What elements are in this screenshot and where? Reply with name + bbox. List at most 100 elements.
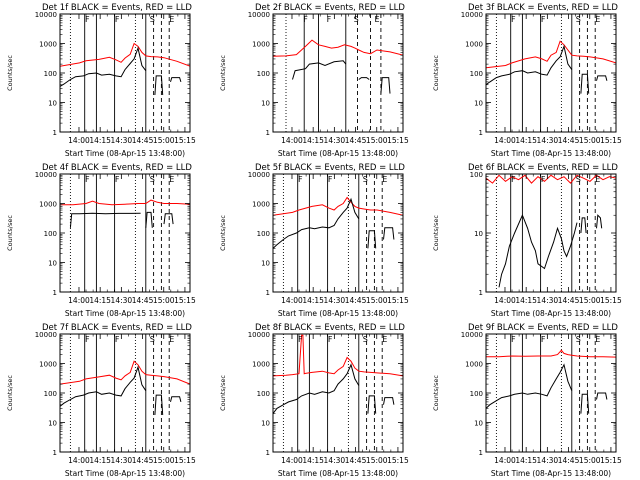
interval-letter: F (541, 335, 546, 344)
plot-frame (59, 173, 191, 293)
y-tick-label: 1000 (252, 41, 270, 49)
x-tick-label: 14:15 (302, 296, 324, 305)
event-rate-line (596, 214, 603, 229)
plot-frame (59, 13, 191, 133)
y-tick-label: 1000 (39, 41, 57, 49)
x-tick-label: 14:45 (345, 136, 367, 145)
event-rate-line (273, 197, 360, 249)
y-axis-label: Counts/sec (432, 375, 440, 411)
x-axis-label: Start Time (08-Apr-15 13:48:00) (278, 469, 398, 478)
detector-panel: Det 3f BLACK = Events, RED = LLD Counts/s… (432, 3, 622, 158)
x-tick-label: 14:30 (111, 296, 133, 305)
interval-letter: E (595, 335, 600, 344)
event-rate-line (163, 213, 174, 225)
event-rate-line (580, 73, 590, 94)
lld-rate-line (486, 40, 616, 69)
panel-title: Det 5f BLACK = Events, RED = LLD (255, 163, 405, 173)
x-tick-label: 15:00 (366, 136, 388, 145)
x-tick-label: 14:15 (302, 456, 324, 465)
y-axis-label: Counts/sec (6, 375, 14, 411)
interval-letter: E (374, 15, 379, 24)
y-tick-label: 1 (479, 449, 483, 457)
y-axis-label: Counts/sec (6, 55, 14, 91)
event-rate-line (292, 60, 347, 80)
y-tick-label: 10 (261, 100, 270, 108)
panel-title: Det 1f BLACK = Events, RED = LLD (42, 3, 192, 13)
x-tick-label: 14:45 (558, 296, 580, 305)
y-tick-label: 1 (479, 129, 483, 137)
y-tick-label: 1 (479, 289, 483, 297)
interval-letter: F (298, 175, 303, 184)
y-tick-label: 1 (53, 129, 57, 137)
x-tick-label: 14:30 (324, 296, 346, 305)
y-tick-label: 1000 (39, 201, 57, 209)
y-tick-label: 10000 (248, 331, 270, 339)
x-tick-label: 14:15 (89, 296, 111, 305)
lld-rate-line (486, 349, 616, 358)
y-tick-label: 1 (53, 449, 57, 457)
y-tick-label: 10000 (35, 11, 57, 19)
interval-letter: S (150, 335, 155, 344)
event-rate-line (367, 230, 377, 249)
x-tick-label: 14:30 (324, 456, 346, 465)
detector-panel: Det 1f BLACK = Events, RED = LLD Counts/s… (6, 3, 196, 158)
x-tick-label: 14:00 (281, 296, 303, 305)
x-tick-label: 15:00 (153, 296, 175, 305)
y-tick-label: 10 (48, 100, 57, 108)
y-tick-label: 10000 (35, 171, 57, 179)
x-tick-label: 14:45 (132, 296, 154, 305)
lld-rate-line (60, 42, 190, 67)
y-tick-label: 10 (474, 100, 483, 108)
lld-rate-line (486, 174, 616, 184)
x-tick-label: 15:15 (174, 136, 196, 145)
detector-panel: Det 7f BLACK = Events, RED = LLD Counts/s… (6, 323, 196, 478)
event-rate-line (486, 363, 573, 409)
plot-frame (485, 13, 617, 133)
event-rate-line (367, 395, 377, 414)
x-tick-label: 15:15 (600, 456, 622, 465)
interval-letter: F (85, 335, 90, 344)
x-tick-label: 14:30 (537, 296, 559, 305)
y-tick-label: 10000 (248, 11, 270, 19)
interval-letter: F (511, 15, 516, 24)
lld-rate-line (273, 196, 403, 216)
x-axis-label: Start Time (08-Apr-15 13:48:00) (65, 309, 185, 318)
event-rate-line (580, 217, 587, 234)
detector-panel: Det 8f BLACK = Events, RED = LLD Counts/s… (219, 323, 409, 478)
interval-letter: F (541, 175, 546, 184)
panel-title: Det 6f BLACK = Events, RED = LLD (468, 163, 618, 173)
event-rate-line (69, 212, 141, 228)
x-tick-label: 14:00 (494, 456, 516, 465)
y-tick-label: 10000 (248, 171, 270, 179)
panel-title: Det 7f BLACK = Events, RED = LLD (42, 323, 192, 333)
x-tick-label: 14:30 (111, 136, 133, 145)
y-axis-label: Counts/sec (432, 215, 440, 251)
y-tick-label: 1000 (39, 361, 57, 369)
x-tick-label: 15:15 (174, 456, 196, 465)
x-tick-label: 14:15 (515, 136, 537, 145)
x-tick-label: 14:45 (345, 456, 367, 465)
x-tick-label: 15:00 (153, 136, 175, 145)
x-tick-label: 15:15 (387, 456, 409, 465)
detector-panel: Det 4f BLACK = Events, RED = LLD Counts/s… (6, 163, 196, 318)
event-rate-line (170, 77, 182, 83)
y-axis-label: Counts/sec (219, 375, 227, 411)
detector-panel: Det 5f BLACK = Events, RED = LLD Counts/s… (219, 163, 409, 318)
plot-frame (272, 13, 404, 133)
y-tick-label: 10 (48, 260, 57, 268)
interval-letter: F (85, 175, 90, 184)
x-tick-label: 14:30 (537, 456, 559, 465)
interval-letter: E (595, 175, 600, 184)
y-tick-label: 100 (44, 70, 57, 78)
event-rate-line (596, 75, 608, 81)
y-axis-label: Counts/sec (6, 215, 14, 251)
plot-frame (485, 333, 617, 453)
x-tick-label: 14:45 (132, 136, 154, 145)
x-tick-label: 14:45 (132, 456, 154, 465)
